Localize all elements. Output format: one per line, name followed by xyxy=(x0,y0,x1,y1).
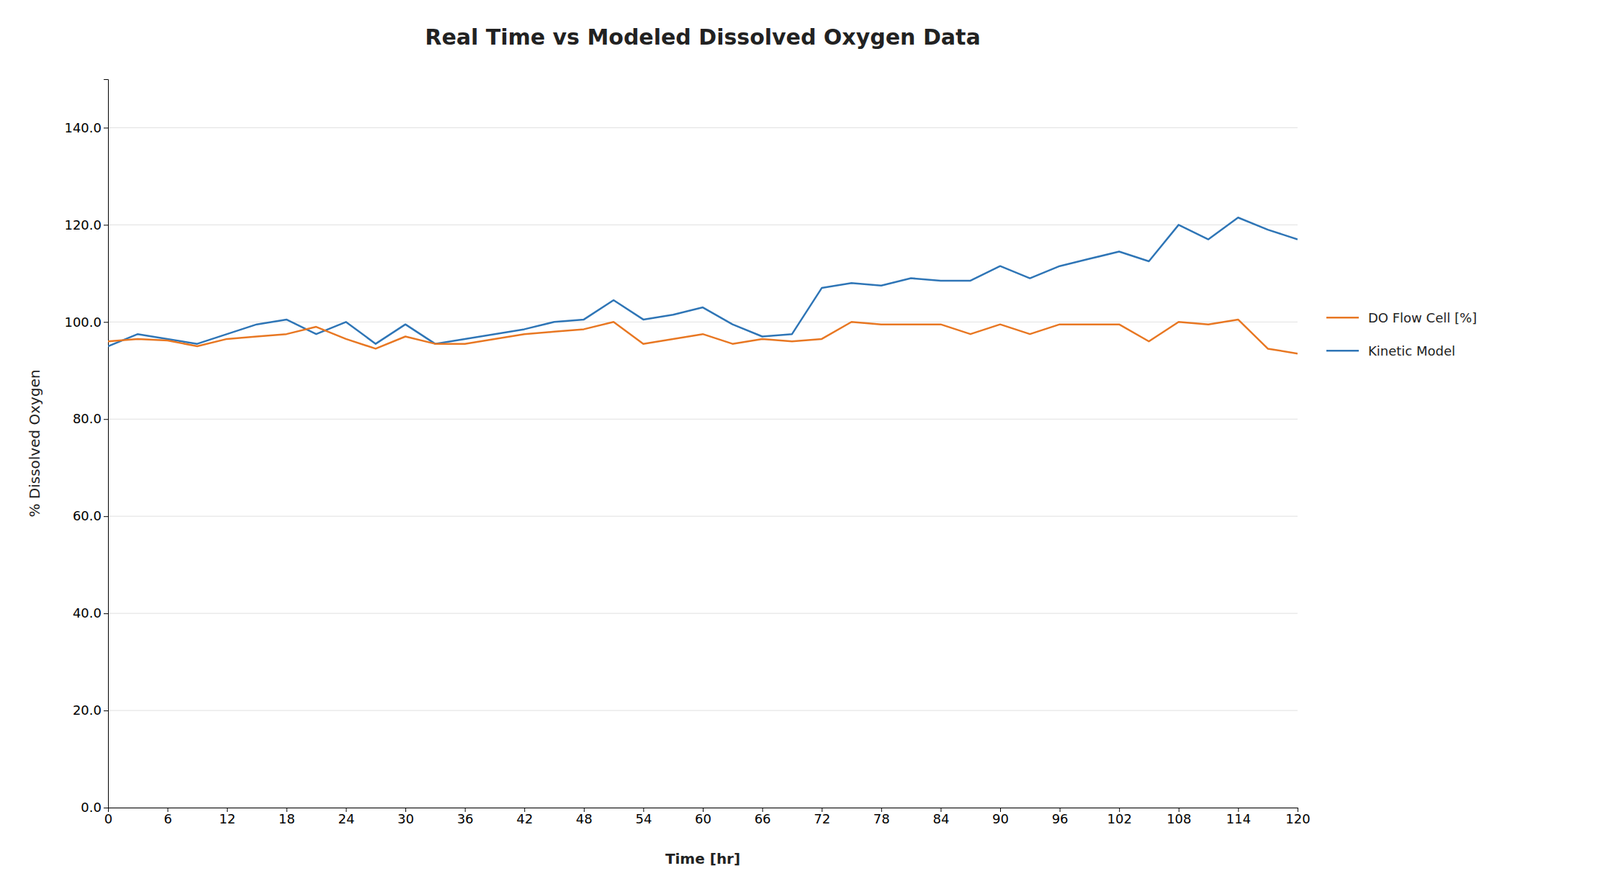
tick: 66 xyxy=(754,807,772,827)
x-axis-label: Time [hr] xyxy=(665,850,741,868)
tick-label: 0.0 xyxy=(80,800,102,816)
tick: 48 xyxy=(576,807,593,827)
tick-label: 12 xyxy=(218,811,236,827)
tick-label: 120 xyxy=(1285,811,1310,827)
legend: DO Flow Cell [%] Kinetic Model xyxy=(1326,310,1477,359)
grid-line xyxy=(108,419,1298,420)
tick-mark xyxy=(103,710,109,712)
grid-line xyxy=(108,321,1298,323)
tick-label: 30 xyxy=(397,811,415,827)
tick: 72 xyxy=(813,807,831,827)
tick: 78 xyxy=(873,807,891,827)
tick-label: 100.0 xyxy=(64,314,102,330)
legend-label: Kinetic Model xyxy=(1368,343,1456,359)
tick: 90 xyxy=(992,807,1009,827)
legend-item: Kinetic Model xyxy=(1326,343,1456,359)
tick-label: 0 xyxy=(104,811,113,827)
tick-label: 108 xyxy=(1166,811,1191,827)
tick: 0.0 xyxy=(80,800,109,816)
tick: 96 xyxy=(1052,807,1069,827)
tick-mark xyxy=(103,321,109,323)
tick-label: 84 xyxy=(932,811,950,827)
grid-line xyxy=(108,710,1298,712)
legend-label: DO Flow Cell [%] xyxy=(1368,310,1477,326)
tick-label: 80.0 xyxy=(72,411,102,427)
tick: 114 xyxy=(1226,807,1251,827)
title: Real Time vs Modeled Dissolved Oxygen Da… xyxy=(424,24,981,50)
grid-line xyxy=(108,613,1298,615)
grid-line xyxy=(108,224,1298,226)
y-axis-label: % Dissolved Oxygen xyxy=(25,369,44,518)
tick-label: 36 xyxy=(457,811,474,827)
tick-label: 140.0 xyxy=(64,120,102,136)
tick-mark xyxy=(103,127,109,129)
tick: 54 xyxy=(635,807,652,827)
tick: 60 xyxy=(694,807,712,827)
tick: 108 xyxy=(1166,807,1191,827)
tick: 140.0 xyxy=(64,120,109,136)
legend-item: DO Flow Cell [%] xyxy=(1326,310,1477,326)
tick: 30 xyxy=(397,807,415,827)
tick-label: 20.0 xyxy=(72,702,102,718)
series-line xyxy=(108,319,1298,354)
tick-mark xyxy=(103,419,109,420)
tick-mark xyxy=(103,807,109,809)
tick-label: 60 xyxy=(694,811,712,827)
tick: 80.0 xyxy=(72,411,109,427)
tick-label: 60.0 xyxy=(72,508,102,524)
tick-label: 102 xyxy=(1107,811,1132,827)
tick: 36 xyxy=(457,807,474,827)
tick: 102 xyxy=(1107,807,1132,827)
tick-label: 18 xyxy=(278,811,296,827)
tick: 18 xyxy=(278,807,296,827)
x-axis: 0 6 12 18 24 30 36 42 48 54 60 66 72 78 84 90 96 102 108 11… xyxy=(104,807,1311,827)
tick: 0 xyxy=(104,807,113,827)
tick: 24 xyxy=(337,807,355,827)
tick-label: 114 xyxy=(1226,811,1251,827)
tick-label: 72 xyxy=(813,811,831,827)
tick-label: 78 xyxy=(873,811,891,827)
tick: 20.0 xyxy=(72,702,109,718)
tick: 120 xyxy=(1285,807,1310,827)
tick: 6 xyxy=(163,807,172,827)
grid xyxy=(108,127,1298,808)
lines xyxy=(108,217,1298,354)
tick-label: 90 xyxy=(992,811,1009,827)
tick: 60.0 xyxy=(72,508,109,524)
tick-label: 40.0 xyxy=(72,605,102,621)
tick-label: 24 xyxy=(337,811,355,827)
tick-label: 120.0 xyxy=(64,217,102,233)
tick-label: 42 xyxy=(516,811,533,827)
tick: 120.0 xyxy=(64,217,109,233)
tick: 42 xyxy=(516,807,533,827)
tick-label: 6 xyxy=(163,811,172,827)
tick: 40.0 xyxy=(72,605,109,621)
series-line xyxy=(108,217,1298,347)
axis-line xyxy=(103,79,109,809)
tick-mark xyxy=(103,224,109,226)
chart: 0 6 12 18 24 30 36 42 48 54 60 66 72 78 84 90 96 102 108 11… xyxy=(0,0,1600,894)
tick-mark xyxy=(103,613,109,615)
legend-swatch xyxy=(1326,316,1359,319)
tick-mark xyxy=(103,516,109,518)
tick-label: 48 xyxy=(576,811,593,827)
tick-label: 66 xyxy=(754,811,772,827)
grid-line xyxy=(108,516,1298,518)
tick-label: 54 xyxy=(635,811,652,827)
tick-label: 96 xyxy=(1052,811,1069,827)
tick: 84 xyxy=(932,807,950,827)
tick: 100.0 xyxy=(64,314,109,330)
y-axis: 0.0 20.0 40.0 60.0 80.0 100.0 120.0 140.0 xyxy=(64,79,109,816)
grid-line xyxy=(108,127,1298,129)
plot-area: 0 6 12 18 24 30 36 42 48 54 60 66 72 78 84 90 96 102 108 11… xyxy=(64,79,1310,827)
legend-swatch xyxy=(1326,349,1359,353)
tick: 12 xyxy=(218,807,236,827)
